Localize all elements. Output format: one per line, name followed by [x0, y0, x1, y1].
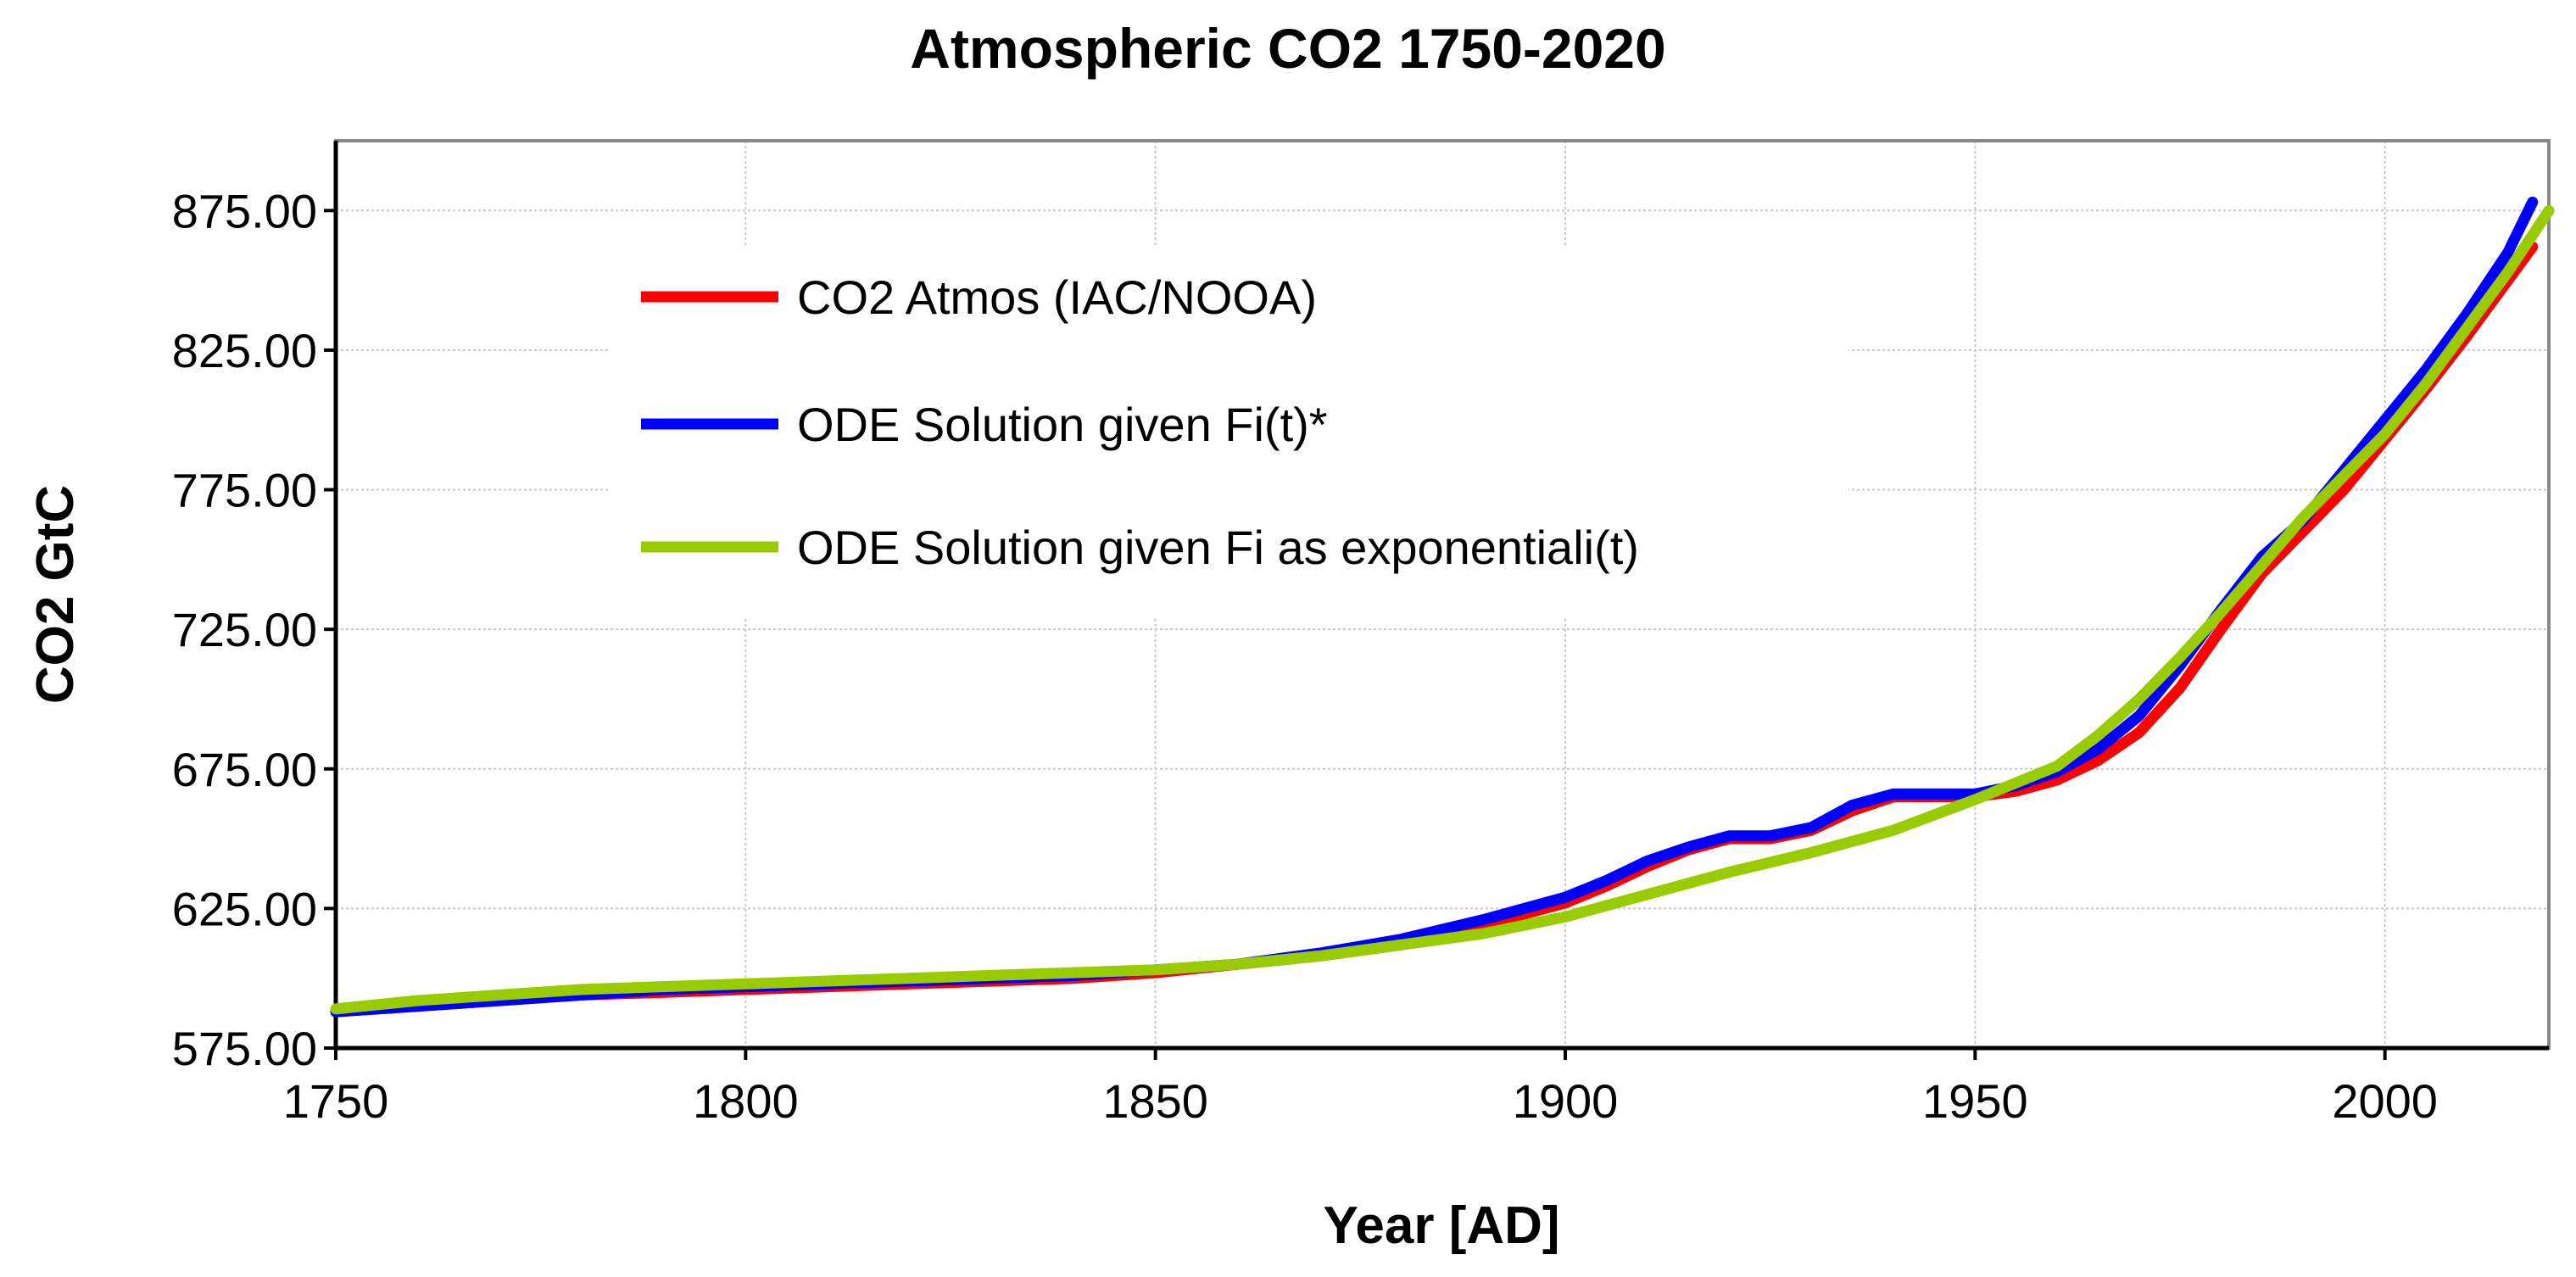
y-tick-label: 625.00 — [172, 882, 317, 935]
y-tick-label: 875.00 — [172, 184, 317, 237]
legend-label-1: CO2 Atmos (IAC/NOOA) — [797, 270, 1317, 324]
y-tick-label: 775.00 — [172, 464, 317, 517]
x-tick-label: 1800 — [693, 1074, 799, 1128]
x-tick-label: 1900 — [1513, 1074, 1619, 1128]
y-tick-label: 725.00 — [172, 603, 317, 656]
y-axis-label: CO2 GtC — [26, 485, 85, 704]
x-tick-label: 2000 — [2332, 1074, 2438, 1128]
series-line-3 — [330, 204, 2555, 1015]
legend: CO2 Atmos (IAC/NOOA) ODE Solution given F… — [641, 270, 1639, 574]
y-tick-label: 675.00 — [172, 743, 317, 796]
x-axis-label: Year [AD] — [1323, 1196, 1559, 1255]
x-tick-label: 1850 — [1102, 1074, 1208, 1128]
legend-label-2: ODE Solution given Fi(t)* — [797, 398, 1328, 451]
chart-title: Atmospheric CO2 1750-2020 — [910, 17, 1665, 80]
data-series — [330, 196, 2555, 1018]
y-tick-label: 575.00 — [172, 1022, 317, 1075]
legend-label-3: ODE Solution given Fi as exponentiali(t) — [797, 521, 1639, 574]
x-tick-label: 1750 — [283, 1074, 389, 1128]
y-tick-label: 825.00 — [172, 324, 317, 377]
x-tick-label: 1950 — [1922, 1074, 2028, 1128]
legend-box — [611, 246, 1848, 619]
axis-ticks: 575.00 625.00 675.00 725.00 775.00 825.00 875.… — [172, 184, 2438, 1128]
